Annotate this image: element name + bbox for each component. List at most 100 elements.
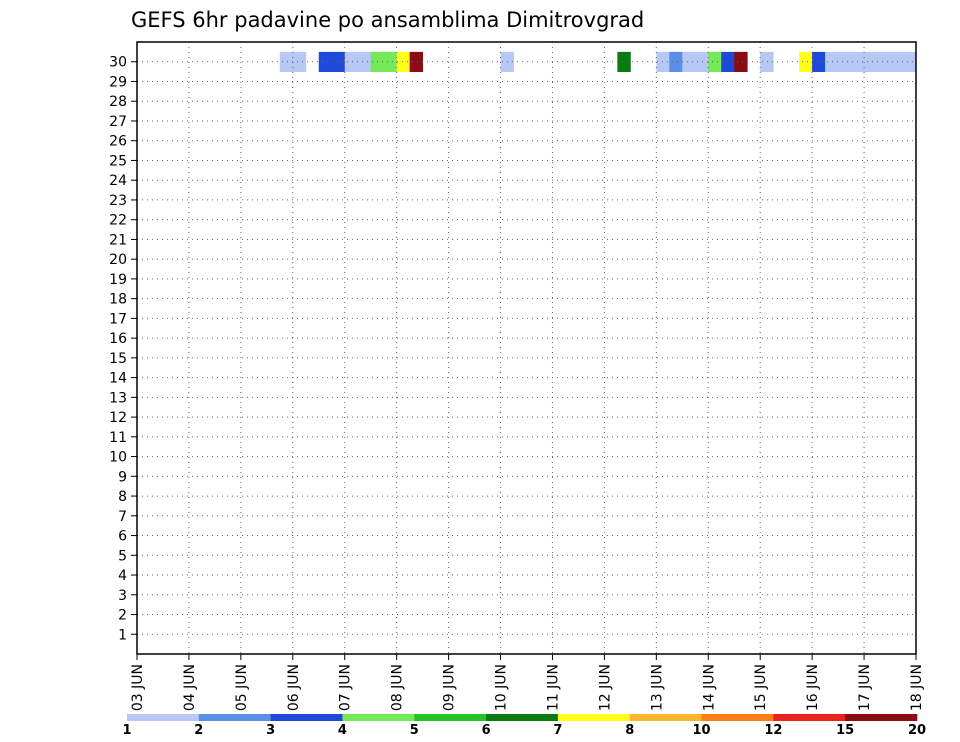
legend-label: 1 (122, 723, 131, 738)
legend-label: 3 (266, 723, 275, 738)
y-tick-label: 18 (109, 292, 127, 308)
y-tick-label: 23 (109, 193, 127, 209)
precip-cell (617, 51, 631, 73)
legend-swatch (342, 714, 415, 721)
legend: 1 2 3 4 5 6 7 8 10 12 15 20 (122, 714, 926, 738)
y-tick-label: 6 (118, 529, 127, 545)
y-tick-label: 3 (118, 588, 127, 604)
y-tick-label: 1 (118, 627, 127, 643)
y-tick-label: 21 (109, 232, 127, 248)
y-tick-label: 17 (109, 311, 127, 327)
precip-cell (695, 51, 709, 73)
legend-swatch (773, 714, 846, 721)
x-tick-label: 04 JUN (182, 664, 198, 711)
y-tick-label: 24 (109, 173, 127, 189)
y-tick-label: 29 (109, 74, 127, 90)
precip-cell (669, 51, 683, 73)
precip-cell (279, 51, 294, 73)
y-axis-ticks: 1234567891011121314151617181920212223242… (109, 55, 137, 643)
precip-cell (734, 51, 748, 73)
precip-cell (812, 51, 826, 73)
legend-label: 10 (693, 723, 711, 738)
y-tick-label: 10 (109, 450, 127, 466)
x-tick-label: 10 JUN (494, 664, 510, 711)
y-tick-label: 11 (109, 430, 127, 446)
y-tick-label: 30 (109, 55, 127, 71)
precip-cell (383, 51, 398, 73)
y-tick-label: 15 (109, 351, 127, 367)
legend-label: 2 (194, 723, 203, 738)
precip-cell (344, 51, 359, 73)
y-tick-label: 20 (109, 252, 127, 268)
precip-cell (682, 51, 696, 73)
x-tick-label: 11 JUN (545, 664, 561, 711)
x-tick-label: 16 JUN (805, 664, 821, 711)
y-tick-label: 4 (118, 568, 127, 584)
legend-label: 8 (625, 723, 634, 738)
legend-swatch (198, 714, 271, 721)
y-tick-label: 25 (109, 153, 127, 169)
y-tick-label: 16 (109, 331, 127, 347)
precip-cell (890, 51, 904, 73)
precip-cell (903, 51, 917, 73)
legend-label: 20 (908, 723, 926, 738)
precip-cell (318, 51, 333, 73)
dotted-grid (137, 42, 916, 654)
y-tick-label: 27 (109, 114, 127, 130)
x-tick-label: 13 JUN (649, 664, 665, 711)
y-tick-label: 14 (109, 371, 127, 387)
precip-cell (799, 51, 813, 73)
y-tick-label: 19 (109, 272, 127, 288)
precip-cell (708, 51, 722, 73)
x-tick-label: 18 JUN (909, 664, 925, 711)
precip-cell (864, 51, 878, 73)
x-tick-label: 17 JUN (857, 664, 873, 711)
precip-cell (838, 51, 852, 73)
y-tick-label: 26 (109, 134, 127, 150)
x-tick-label: 12 JUN (597, 664, 613, 711)
legend-label: 7 (553, 723, 562, 738)
precip-cell (825, 51, 839, 73)
y-tick-label: 12 (109, 410, 127, 426)
x-tick-label: 05 JUN (234, 664, 250, 711)
x-tick-label: 09 JUN (442, 664, 458, 711)
legend-label: 6 (482, 723, 491, 738)
x-tick-label: 14 JUN (701, 664, 717, 711)
y-tick-label: 28 (109, 94, 127, 110)
legend-swatch (414, 714, 487, 721)
x-axis-ticks: 03 JUN 04 JUN 05 JUN 06 JUN 07 JUN 08 JUN 09 J… (130, 654, 925, 711)
y-tick-label: 9 (118, 469, 127, 485)
y-tick-label: 7 (118, 509, 127, 525)
precip-cell (292, 51, 307, 73)
x-tick-label: 07 JUN (338, 664, 354, 711)
precip-cell (656, 51, 670, 73)
legend-swatch (270, 714, 343, 721)
y-tick-label: 13 (109, 390, 127, 406)
y-tick-label: 8 (118, 489, 127, 505)
legend-label: 4 (338, 723, 347, 738)
x-tick-label: 15 JUN (753, 664, 769, 711)
x-tick-label: 06 JUN (286, 664, 302, 711)
y-tick-label: 22 (109, 213, 127, 229)
legend-swatch (127, 714, 200, 721)
plot-frame (136, 41, 917, 655)
precip-cell (331, 51, 346, 73)
precip-cell (357, 51, 372, 73)
precip-cell (409, 51, 424, 73)
legend-swatch (629, 714, 702, 721)
legend-swatch (557, 714, 631, 721)
legend-label: 12 (764, 723, 782, 738)
chart-title: GEFS 6hr padavine po ansamblima Dimitrov… (131, 8, 644, 32)
precip-cell (760, 51, 774, 73)
legend-label: 15 (836, 723, 854, 738)
heatmap-cells (279, 51, 917, 73)
legend-label: 5 (410, 723, 419, 738)
y-tick-label: 5 (118, 548, 127, 564)
x-tick-label: 03 JUN (130, 664, 146, 711)
y-tick-label: 2 (118, 608, 127, 624)
precip-cell (396, 51, 411, 73)
legend-swatch (701, 714, 774, 721)
x-tick-label: 08 JUN (390, 664, 406, 711)
legend-swatch (486, 714, 559, 721)
